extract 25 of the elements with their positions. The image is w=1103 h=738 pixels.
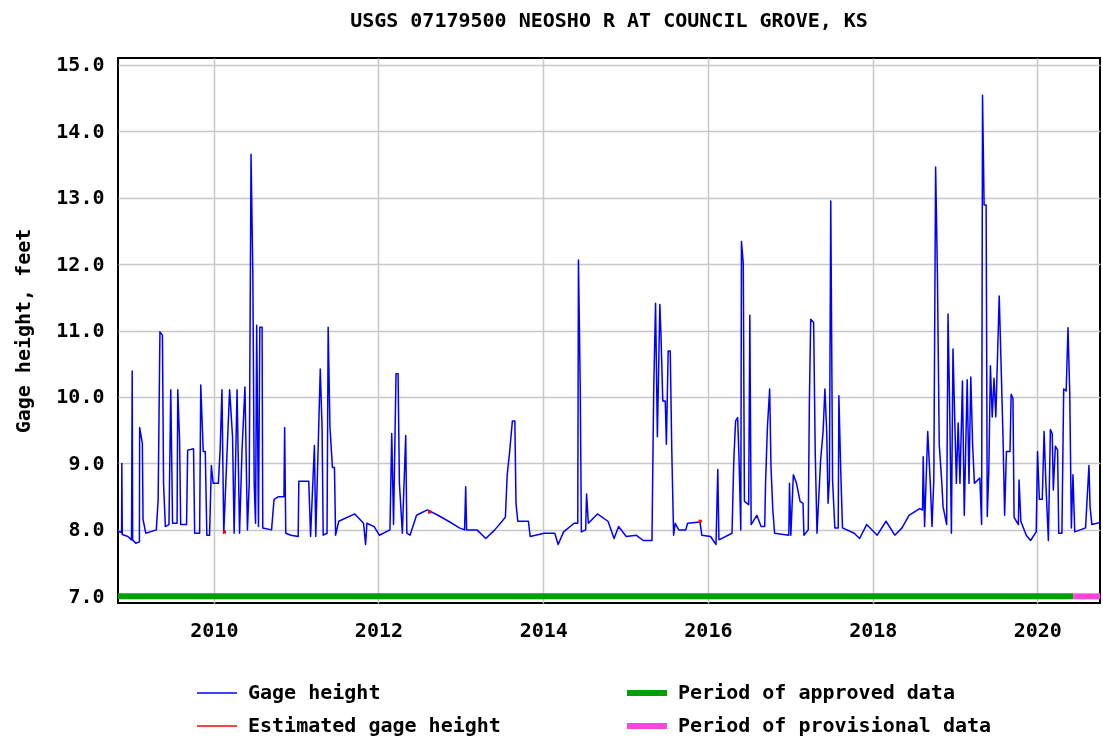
x-tick-label: 2012: [354, 617, 404, 642]
x-tick-label: 2010: [190, 617, 239, 642]
y-tick-label: 8.0: [68, 517, 105, 542]
chart-title: USGS 07179500 NEOSHO R AT COUNCIL GROVE, KS: [350, 7, 868, 32]
y-tick-label: 12.0: [56, 251, 105, 276]
legend-label: Estimated gage height: [248, 713, 501, 737]
y-tick-label: 14.0: [56, 118, 105, 143]
y-axis-title: Gage height, feet: [11, 228, 36, 434]
point: [698, 519, 702, 523]
y-tick-label: 7.0: [68, 583, 105, 608]
y-tick-label: 15.0: [56, 52, 105, 77]
point: [222, 530, 227, 534]
y-tick-label: 11.0: [56, 318, 105, 342]
x-tick-label: 2014: [519, 617, 568, 642]
y-tick-label: 10.0: [56, 384, 105, 409]
y-tick-label: 9.0: [68, 450, 105, 475]
legend-label: Gage height: [248, 680, 381, 704]
x-tick-label: 2016: [684, 617, 733, 642]
legend-label: Period of provisional data: [678, 713, 992, 737]
line-series: [118, 94, 1100, 546]
x-tick-label: 2020: [1013, 617, 1062, 642]
y-tick-label: 13.0: [56, 185, 105, 210]
point: [428, 510, 432, 514]
legend-label: Period of approved data: [678, 680, 955, 704]
x-tick-label: 2018: [849, 617, 898, 642]
